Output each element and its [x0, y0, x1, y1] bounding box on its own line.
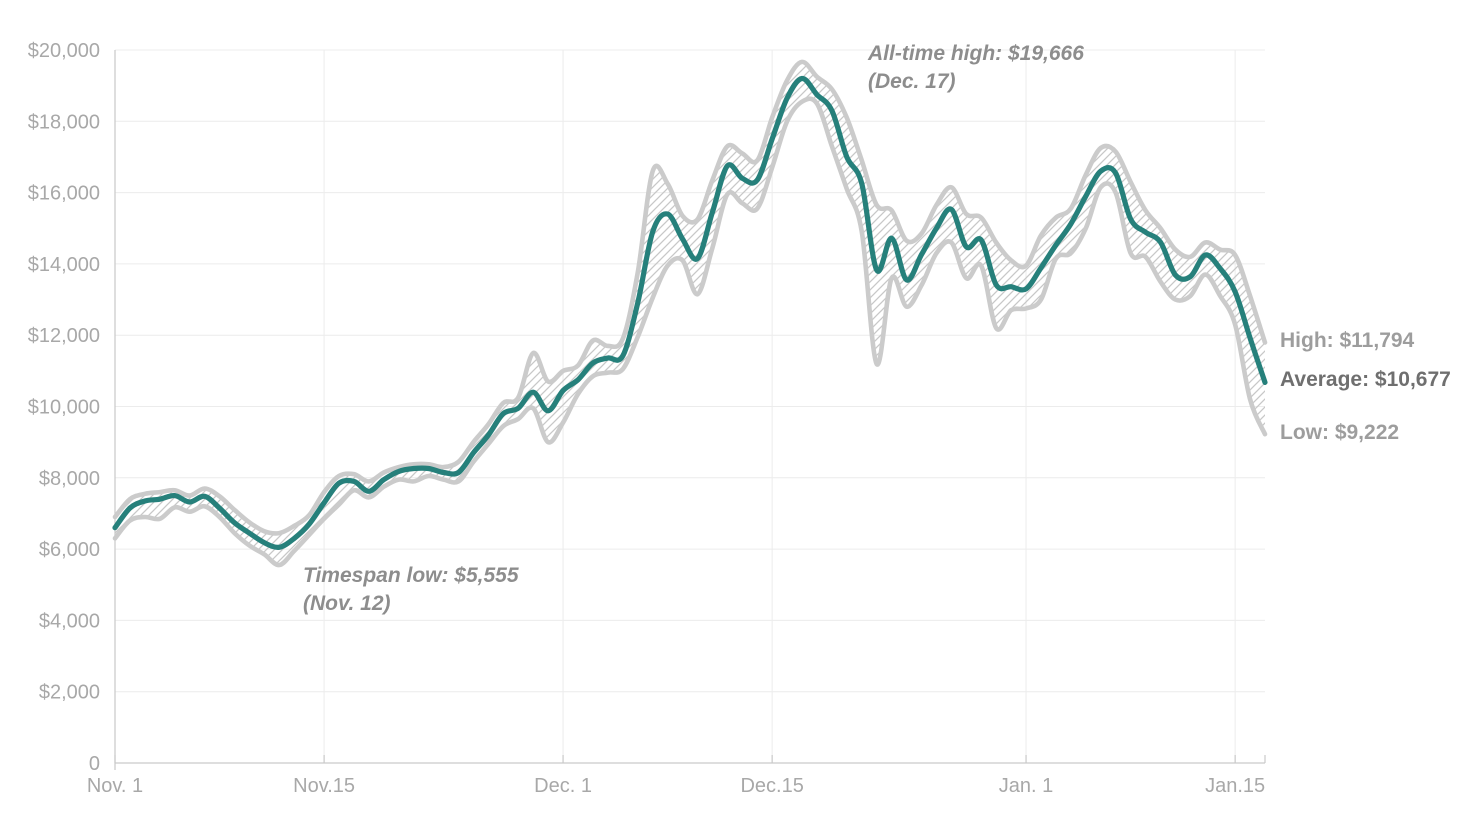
low-line [112, 96, 1268, 568]
high-low-band [115, 61, 1265, 566]
all-time-high-annotation: All-time high: $19,666 (Dec. 17) [868, 40, 1084, 96]
y-axis-label: $6,000 [39, 539, 100, 561]
all-time-high-date: (Dec. 17) [868, 70, 956, 93]
high-line [112, 59, 1268, 536]
x-axis-label: Jan. 1 [999, 775, 1053, 797]
y-axis-label: $8,000 [39, 468, 100, 490]
final-low-label: Low: $9,222 [1280, 421, 1400, 444]
y-axis-label: $12,000 [28, 325, 100, 347]
average-line [112, 75, 1268, 550]
all-time-high-text: All-time high: $19,666 [868, 42, 1084, 65]
x-axis-label: Dec. 1 [534, 775, 592, 797]
timespan-low-annotation: Timespan low: $5,555 (Nov. 12) [303, 562, 519, 618]
x-axis-label: Dec.15 [740, 775, 803, 797]
x-axis-label: Nov.15 [293, 775, 355, 797]
x-axis-label: Jan.15 [1205, 775, 1265, 797]
y-axis-label: $16,000 [28, 183, 100, 205]
y-axis-label: $10,000 [28, 397, 100, 419]
y-axis-label: 0 [89, 753, 100, 775]
final-average-label: Average: $10,677 [1280, 368, 1451, 391]
timespan-low-date: (Nov. 12) [303, 592, 391, 615]
y-axis-label: $20,000 [28, 40, 100, 62]
y-axis-label: $2,000 [39, 682, 100, 704]
y-axis-label: $4,000 [39, 610, 100, 632]
final-high-label: High: $11,794 [1280, 329, 1415, 352]
y-axis-label: $18,000 [28, 111, 100, 133]
y-axis-label: $14,000 [28, 254, 100, 276]
x-axis-label: Nov. 1 [87, 775, 143, 797]
timespan-low-text: Timespan low: $5,555 [303, 564, 519, 587]
